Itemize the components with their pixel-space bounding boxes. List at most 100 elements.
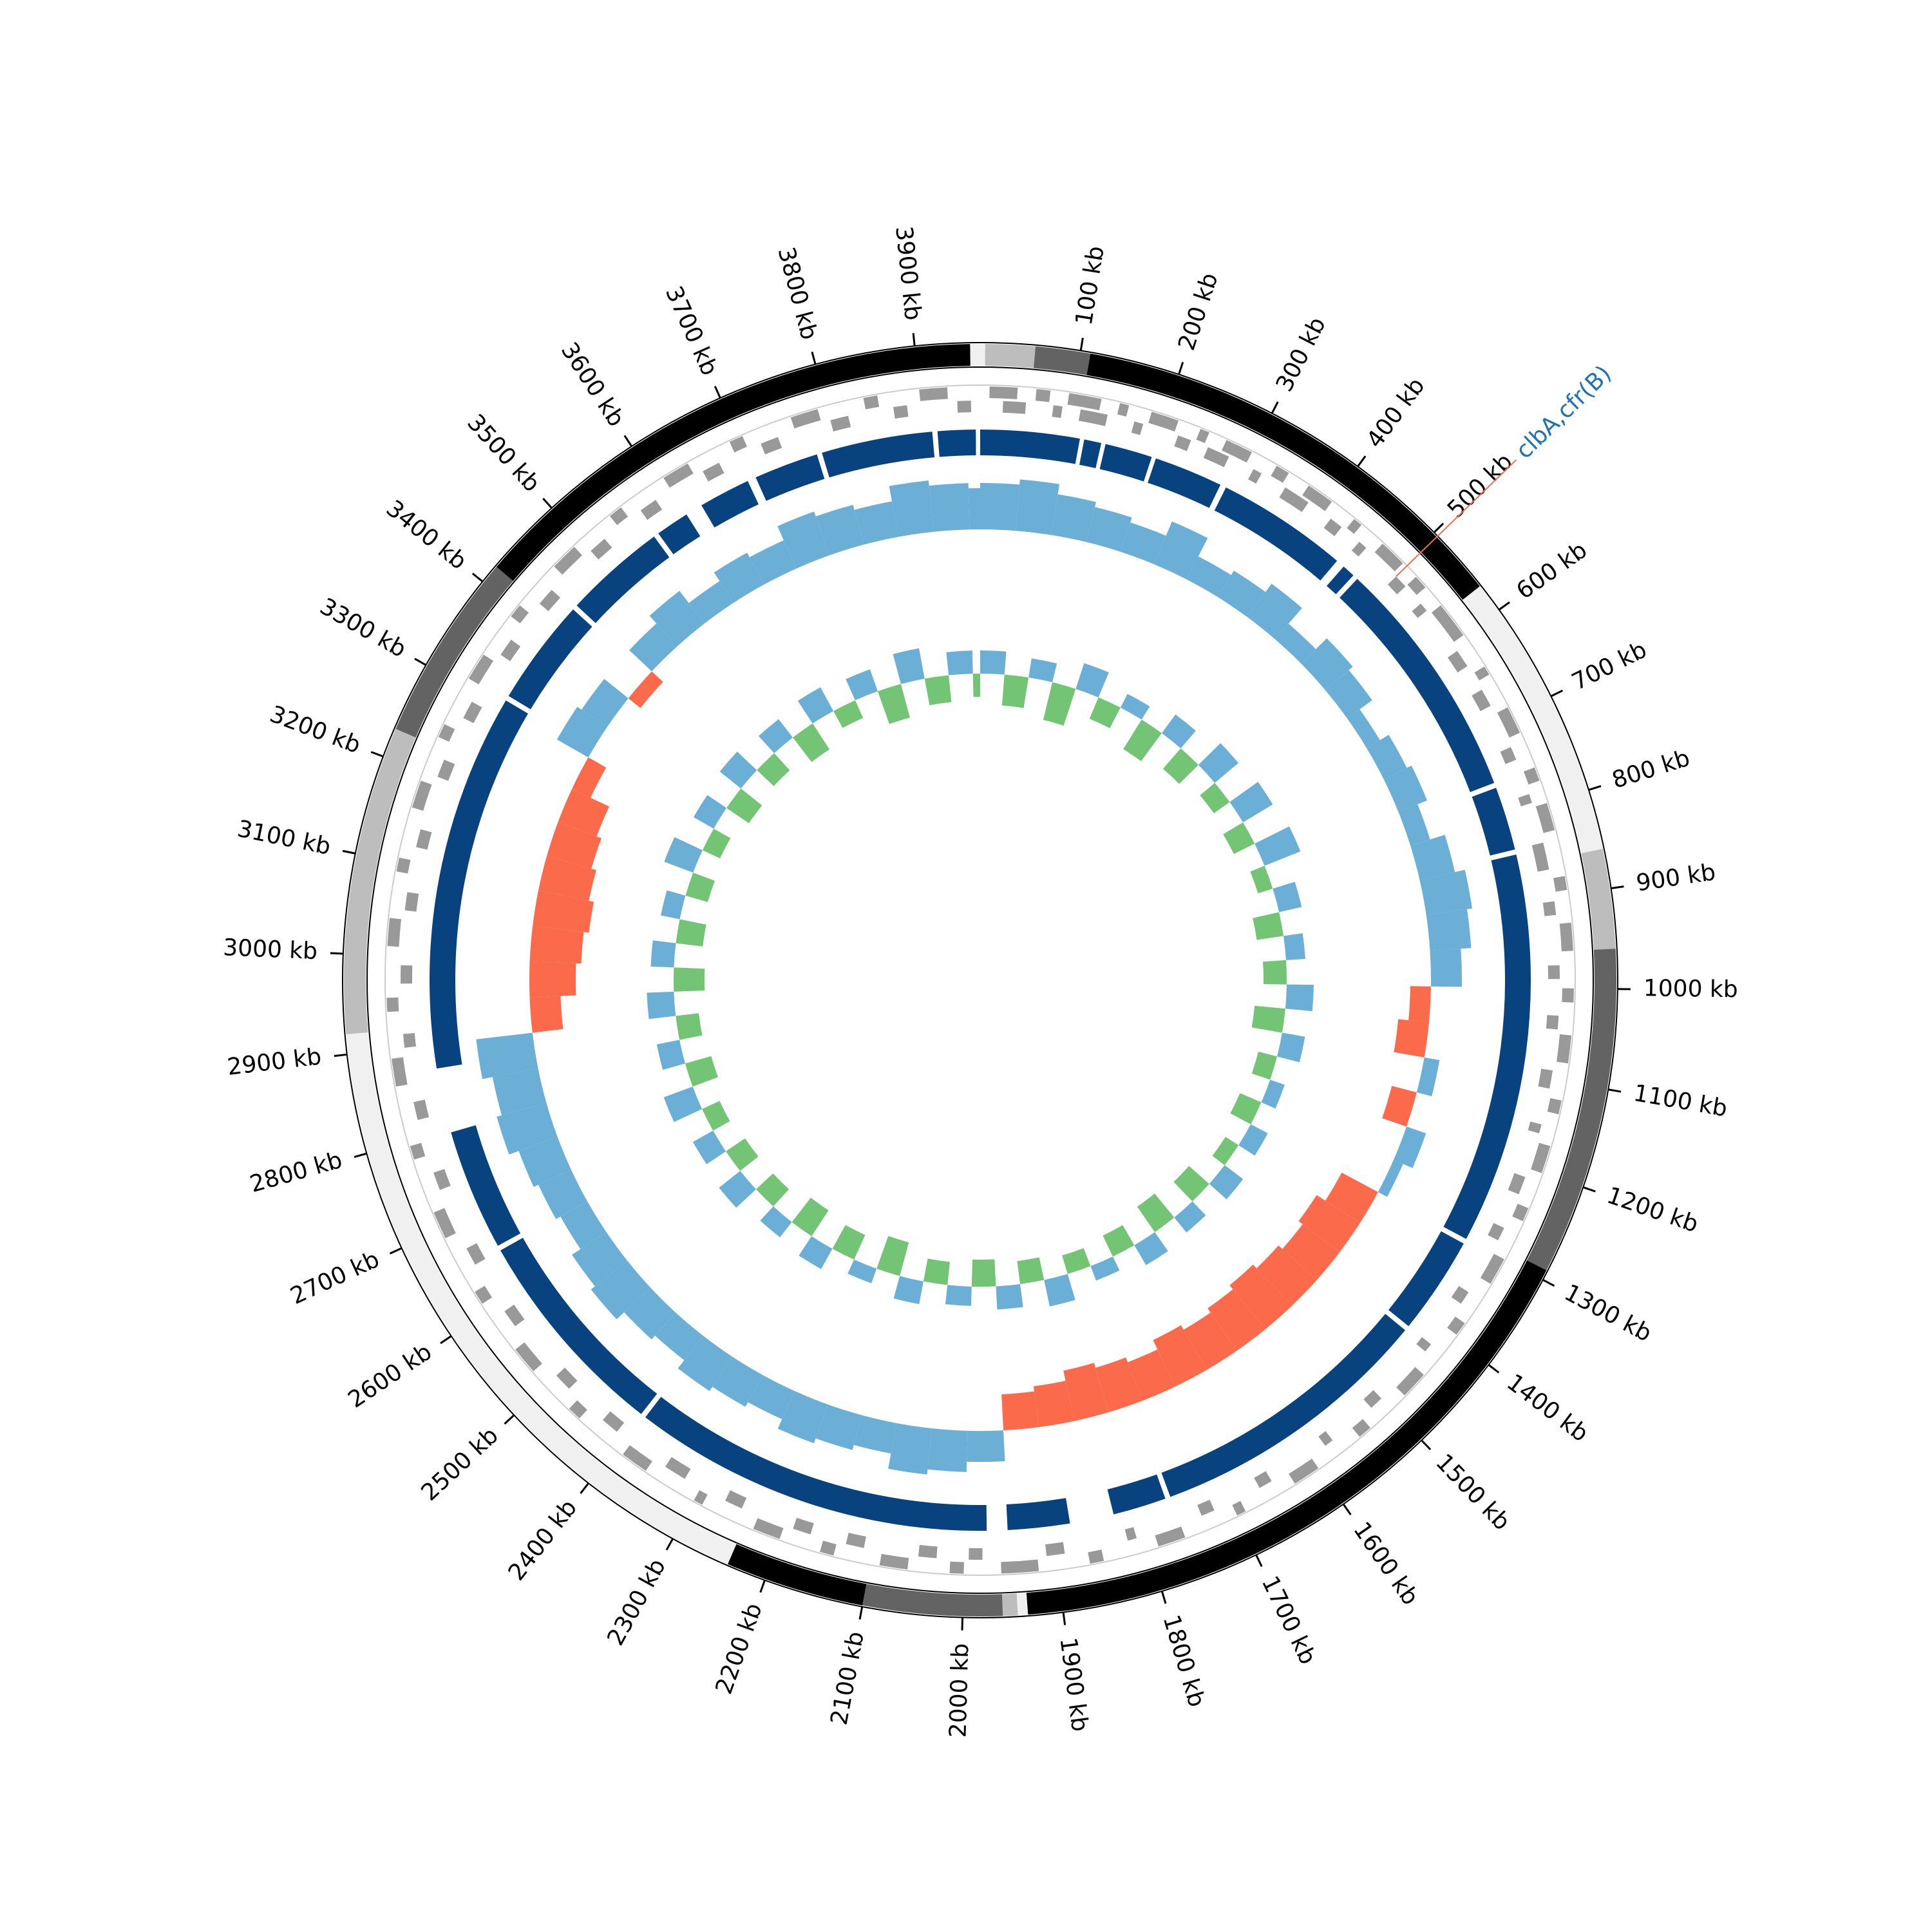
tick-label: 3900 kb	[890, 225, 926, 321]
signal-bar	[664, 837, 703, 873]
signal-bar	[1212, 1137, 1239, 1166]
tick-label: 1600 kb	[1348, 1517, 1423, 1610]
gene-forward	[554, 547, 583, 575]
tick-label: 3500 kb	[462, 410, 545, 497]
tick-label: 3200 kb	[266, 701, 364, 759]
signal-bar	[726, 788, 762, 824]
gene-reverse	[1447, 650, 1468, 673]
signal-bar	[748, 1375, 795, 1419]
tick-mark	[580, 1482, 589, 1494]
gene-forward	[1347, 518, 1362, 534]
signal-bar	[1238, 1124, 1268, 1156]
gene-reverse	[556, 1367, 578, 1389]
tick-mark	[1588, 785, 1602, 791]
signal-bar	[815, 1404, 862, 1450]
signal-bar	[1251, 1005, 1285, 1033]
gene-forward	[475, 1285, 493, 1304]
gene-reverse	[957, 401, 972, 413]
gene-reverse	[1248, 469, 1262, 484]
signal-bar	[1251, 1052, 1278, 1080]
signal-bar	[777, 1391, 828, 1444]
signal-bar	[714, 553, 764, 603]
signal-bar	[629, 623, 677, 672]
signal-bar	[1128, 1349, 1176, 1401]
signal-bar	[1250, 866, 1273, 894]
gene-forward	[1523, 767, 1540, 785]
gene-forward	[1535, 802, 1555, 833]
signal-bar	[693, 795, 727, 829]
signal-bar	[649, 591, 705, 647]
tick-label: 3700 kb	[660, 283, 723, 380]
gene-reverse	[1508, 1173, 1526, 1195]
blast-hit	[701, 480, 759, 528]
signal-bar	[582, 679, 629, 727]
blast-hit	[1006, 1498, 1070, 1530]
tick-mark	[1160, 1591, 1167, 1604]
tick-label: 1400 kb	[1502, 1369, 1593, 1447]
gene-forward	[663, 463, 694, 488]
signal-bar	[1103, 1225, 1135, 1257]
signal-bar	[832, 1225, 866, 1260]
blast-hit	[1443, 854, 1531, 1239]
gene-reverse	[1472, 689, 1491, 712]
contig	[496, 344, 971, 582]
gene-reverse	[1279, 487, 1309, 513]
gene-reverse	[1412, 603, 1427, 618]
tick-mark	[1498, 601, 1510, 611]
contig	[970, 344, 980, 366]
blast-hit	[1099, 444, 1152, 482]
signal-bar	[888, 1423, 933, 1475]
signal-bar	[927, 1428, 968, 1472]
gene-reverse	[416, 829, 432, 850]
tick-label: 1100 kb	[1631, 1080, 1729, 1122]
tick-mark	[623, 435, 633, 447]
gene-forward	[1396, 1367, 1424, 1396]
blast-hit	[755, 454, 825, 501]
tick-mark	[1542, 1278, 1555, 1287]
gene-forward	[1222, 440, 1252, 463]
signal-bar	[529, 925, 584, 964]
signal-bar	[547, 822, 601, 869]
tick-label: 800 kb	[1609, 745, 1692, 794]
gene-reverse	[725, 1490, 747, 1509]
gene-reverse	[1500, 746, 1517, 764]
gene-forward	[515, 1342, 542, 1372]
signal-bar	[1301, 638, 1353, 690]
signal-bar	[1229, 782, 1273, 822]
gene-forward	[694, 1490, 708, 1505]
signal-bar	[1347, 709, 1380, 748]
signal-bar	[647, 991, 676, 1019]
signal-bar	[1183, 1312, 1237, 1370]
signal-bar	[980, 483, 1020, 531]
annotation-line	[1396, 459, 1517, 577]
signal-bar	[685, 1056, 718, 1087]
signal-bar	[719, 752, 757, 789]
signal-bar	[1325, 670, 1372, 719]
signal-bar	[650, 940, 676, 968]
signal-bar	[1075, 663, 1109, 697]
tick-label: 2500 kb	[417, 1423, 504, 1506]
tick-mark	[414, 658, 427, 666]
gene-forward	[1547, 1098, 1562, 1115]
signal-bar	[1261, 1079, 1285, 1109]
signal-bar	[1247, 583, 1302, 639]
tick-mark	[389, 1247, 402, 1255]
signal-bar	[1367, 735, 1407, 780]
signal-bar	[1120, 694, 1150, 720]
gene-forward	[1117, 402, 1130, 417]
gene-forward	[1530, 1142, 1551, 1173]
gene-forward	[1431, 605, 1464, 642]
gene-forward	[1447, 1316, 1465, 1335]
tick-label: 2000 kb	[945, 1643, 974, 1738]
signal-bar	[1208, 1289, 1266, 1351]
gene-forward	[729, 436, 747, 453]
signal-bar	[1230, 1093, 1262, 1124]
contig	[1086, 353, 1480, 600]
tick-mark	[1079, 337, 1084, 351]
gene-reverse	[591, 538, 612, 560]
tick-mark	[1062, 1612, 1066, 1625]
signal-bar	[529, 961, 576, 998]
gene-reverse	[539, 589, 560, 611]
gene-reverse	[1416, 1337, 1432, 1352]
blast-hit	[645, 1396, 987, 1531]
